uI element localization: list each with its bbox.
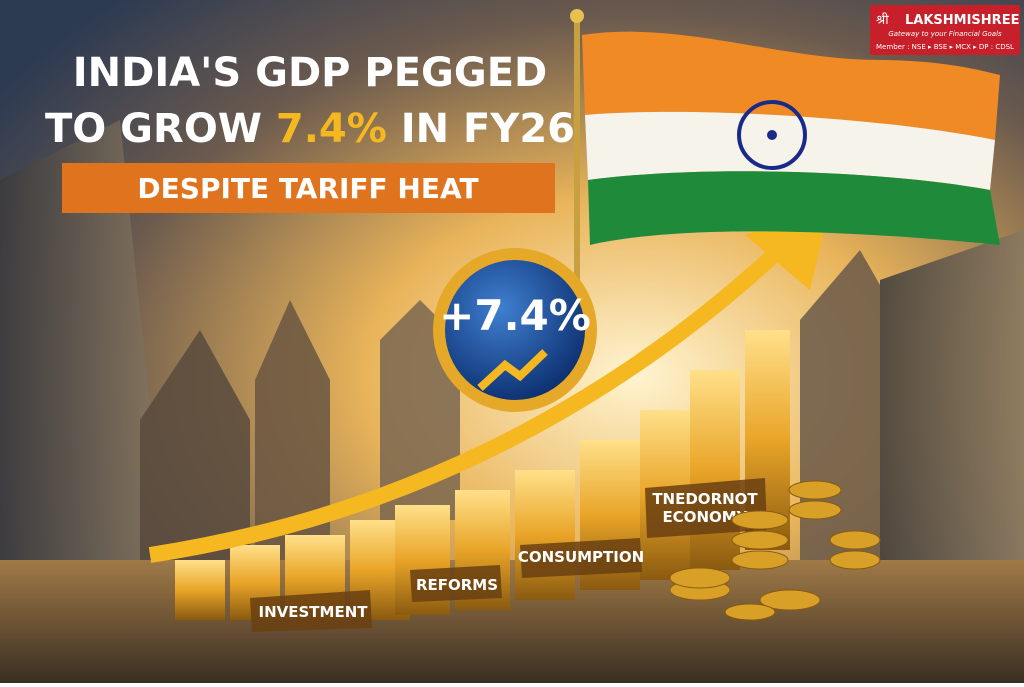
pillar-label: REFORMS [416, 576, 498, 594]
flag [582, 31, 1000, 245]
badge-label: +7.4% [439, 291, 591, 340]
coins [669, 480, 881, 621]
title-text: TO GROW [45, 106, 262, 152]
title-highlight: 7.4% [276, 106, 387, 152]
subtitle: DESPITE TARIFF HEAT [137, 172, 478, 205]
title-line: INDIA'S GDP PEGGED [73, 50, 548, 96]
title-line: TO GROW 7.4% IN FY26 [45, 106, 575, 152]
subtitle-banner [62, 163, 555, 213]
logo-mark: श्री [876, 12, 889, 28]
ground [0, 560, 1024, 683]
pole-finial [570, 9, 584, 23]
pillar-label: INVESTMENT [259, 603, 369, 621]
pillar-label: ECONOMY [662, 508, 748, 526]
pillar-label: TNEDORNOT [652, 490, 758, 508]
growth-arrow [148, 234, 796, 563]
buildings [0, 120, 1024, 640]
logo-tagline: Gateway to your Financial Goals [888, 30, 1002, 38]
logo-name: LAKSHMISHREE [905, 13, 1019, 28]
pillar-label: CONSUMPTION [518, 548, 644, 566]
logo: श्री LAKSHMISHREE Gateway to your Financ… [870, 5, 1020, 55]
growth-badge: +7.4% [433, 248, 597, 412]
logo-membership: Member : NSE ▸ BSE ▸ MCX ▸ DP : CDSL [876, 43, 1014, 51]
title-text: IN FY26 [401, 106, 575, 152]
